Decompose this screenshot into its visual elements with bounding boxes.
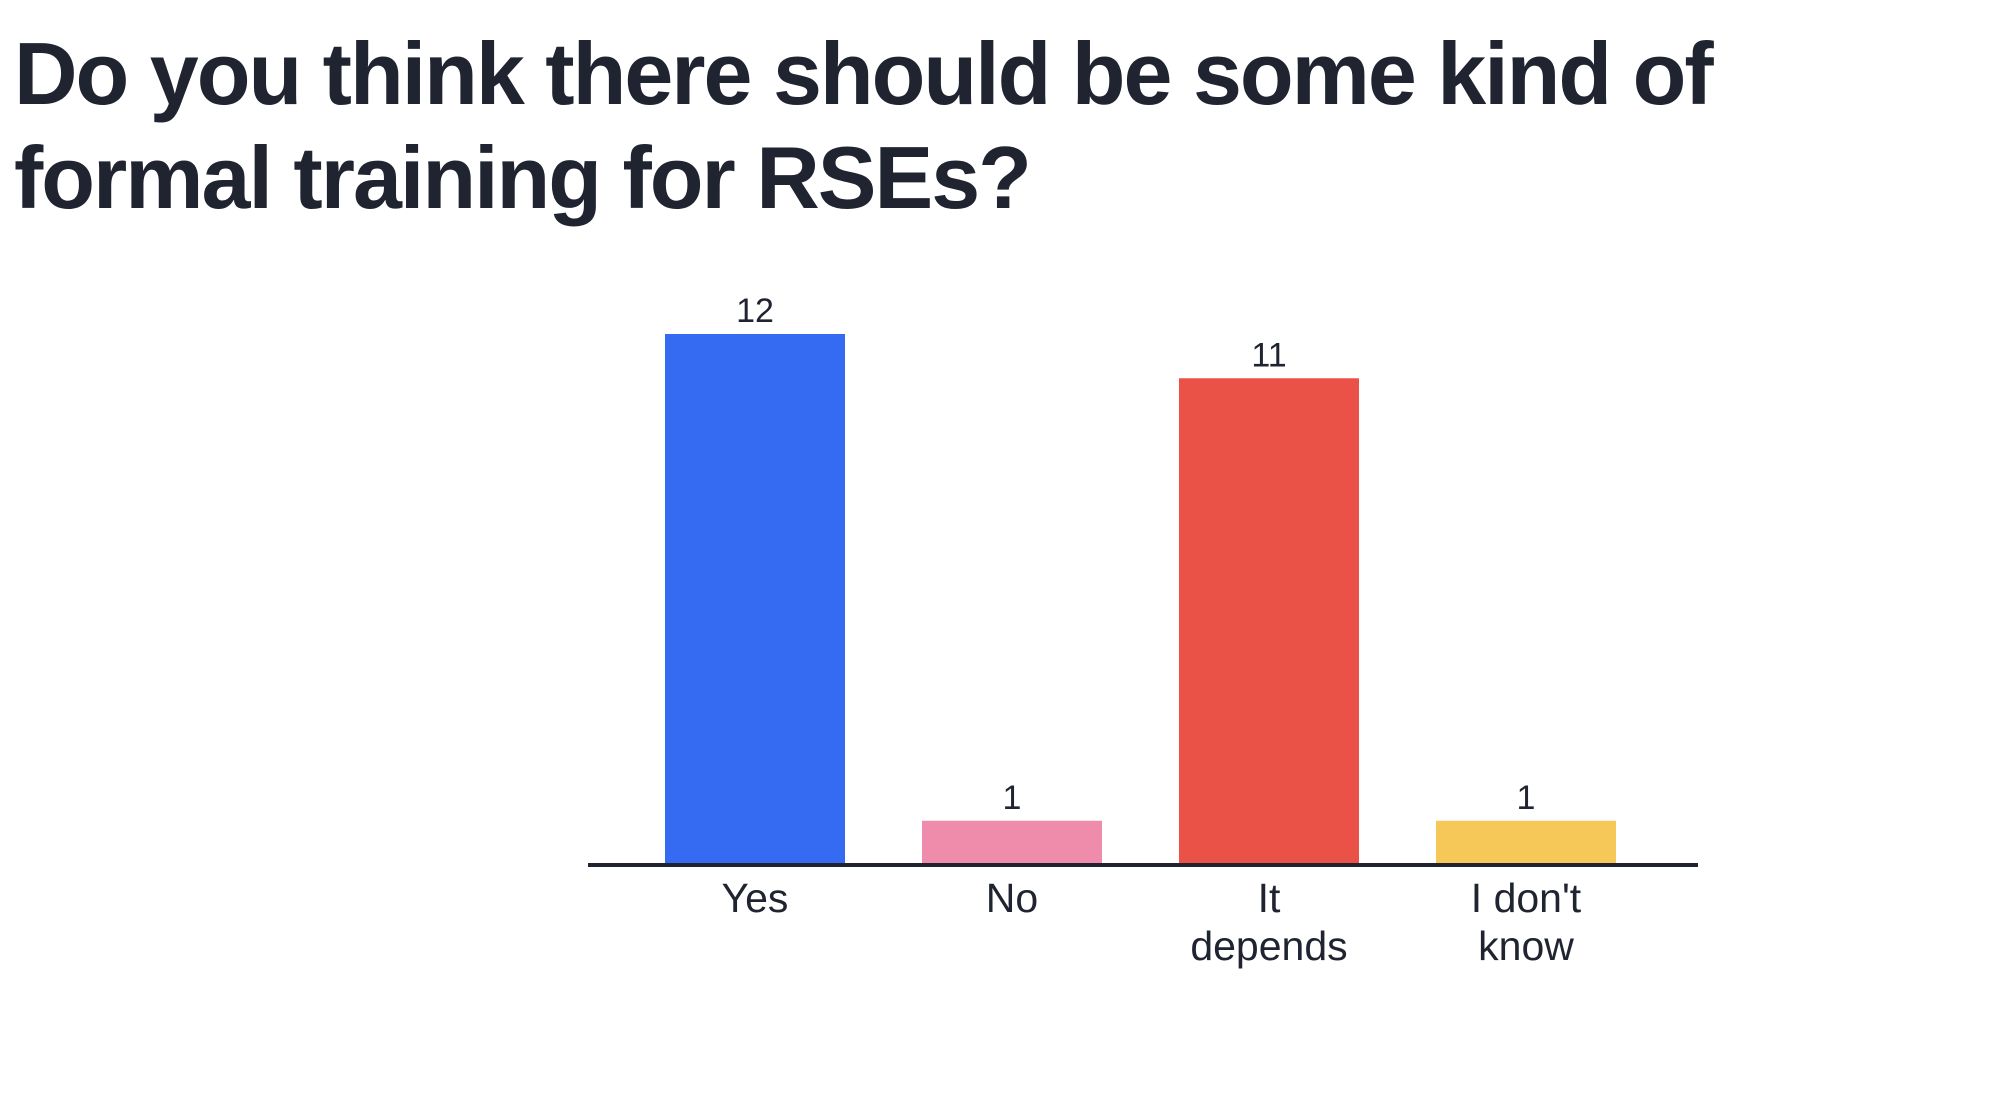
bar-0: [665, 334, 845, 865]
value-label-2: 11: [1251, 336, 1286, 374]
bar-1: [922, 820, 1102, 865]
category-label-1: No: [986, 875, 1038, 921]
chart-title: Do you think there should be some kind o…: [14, 24, 1714, 227]
bar-2: [1179, 378, 1359, 865]
labels-layer: 12 Yes 1 No 11 It depends 1 I don't know: [722, 292, 1582, 969]
category-label-line: It: [1258, 875, 1281, 921]
category-label-2: It depends: [1190, 875, 1347, 969]
category-label-line: No: [986, 875, 1038, 921]
value-label-1: 1: [1003, 779, 1022, 817]
category-label-line: Yes: [722, 875, 789, 921]
value-label-3: 1: [1517, 779, 1536, 817]
category-label-line: I don't: [1471, 875, 1582, 921]
category-label-0: Yes: [722, 875, 789, 921]
category-label-line: depends: [1190, 923, 1347, 969]
bar-3: [1436, 820, 1616, 865]
bars-layer: [665, 334, 1616, 865]
category-label-3: I don't know: [1471, 875, 1582, 969]
value-label-0: 12: [736, 292, 774, 330]
category-label-line: know: [1478, 923, 1574, 969]
